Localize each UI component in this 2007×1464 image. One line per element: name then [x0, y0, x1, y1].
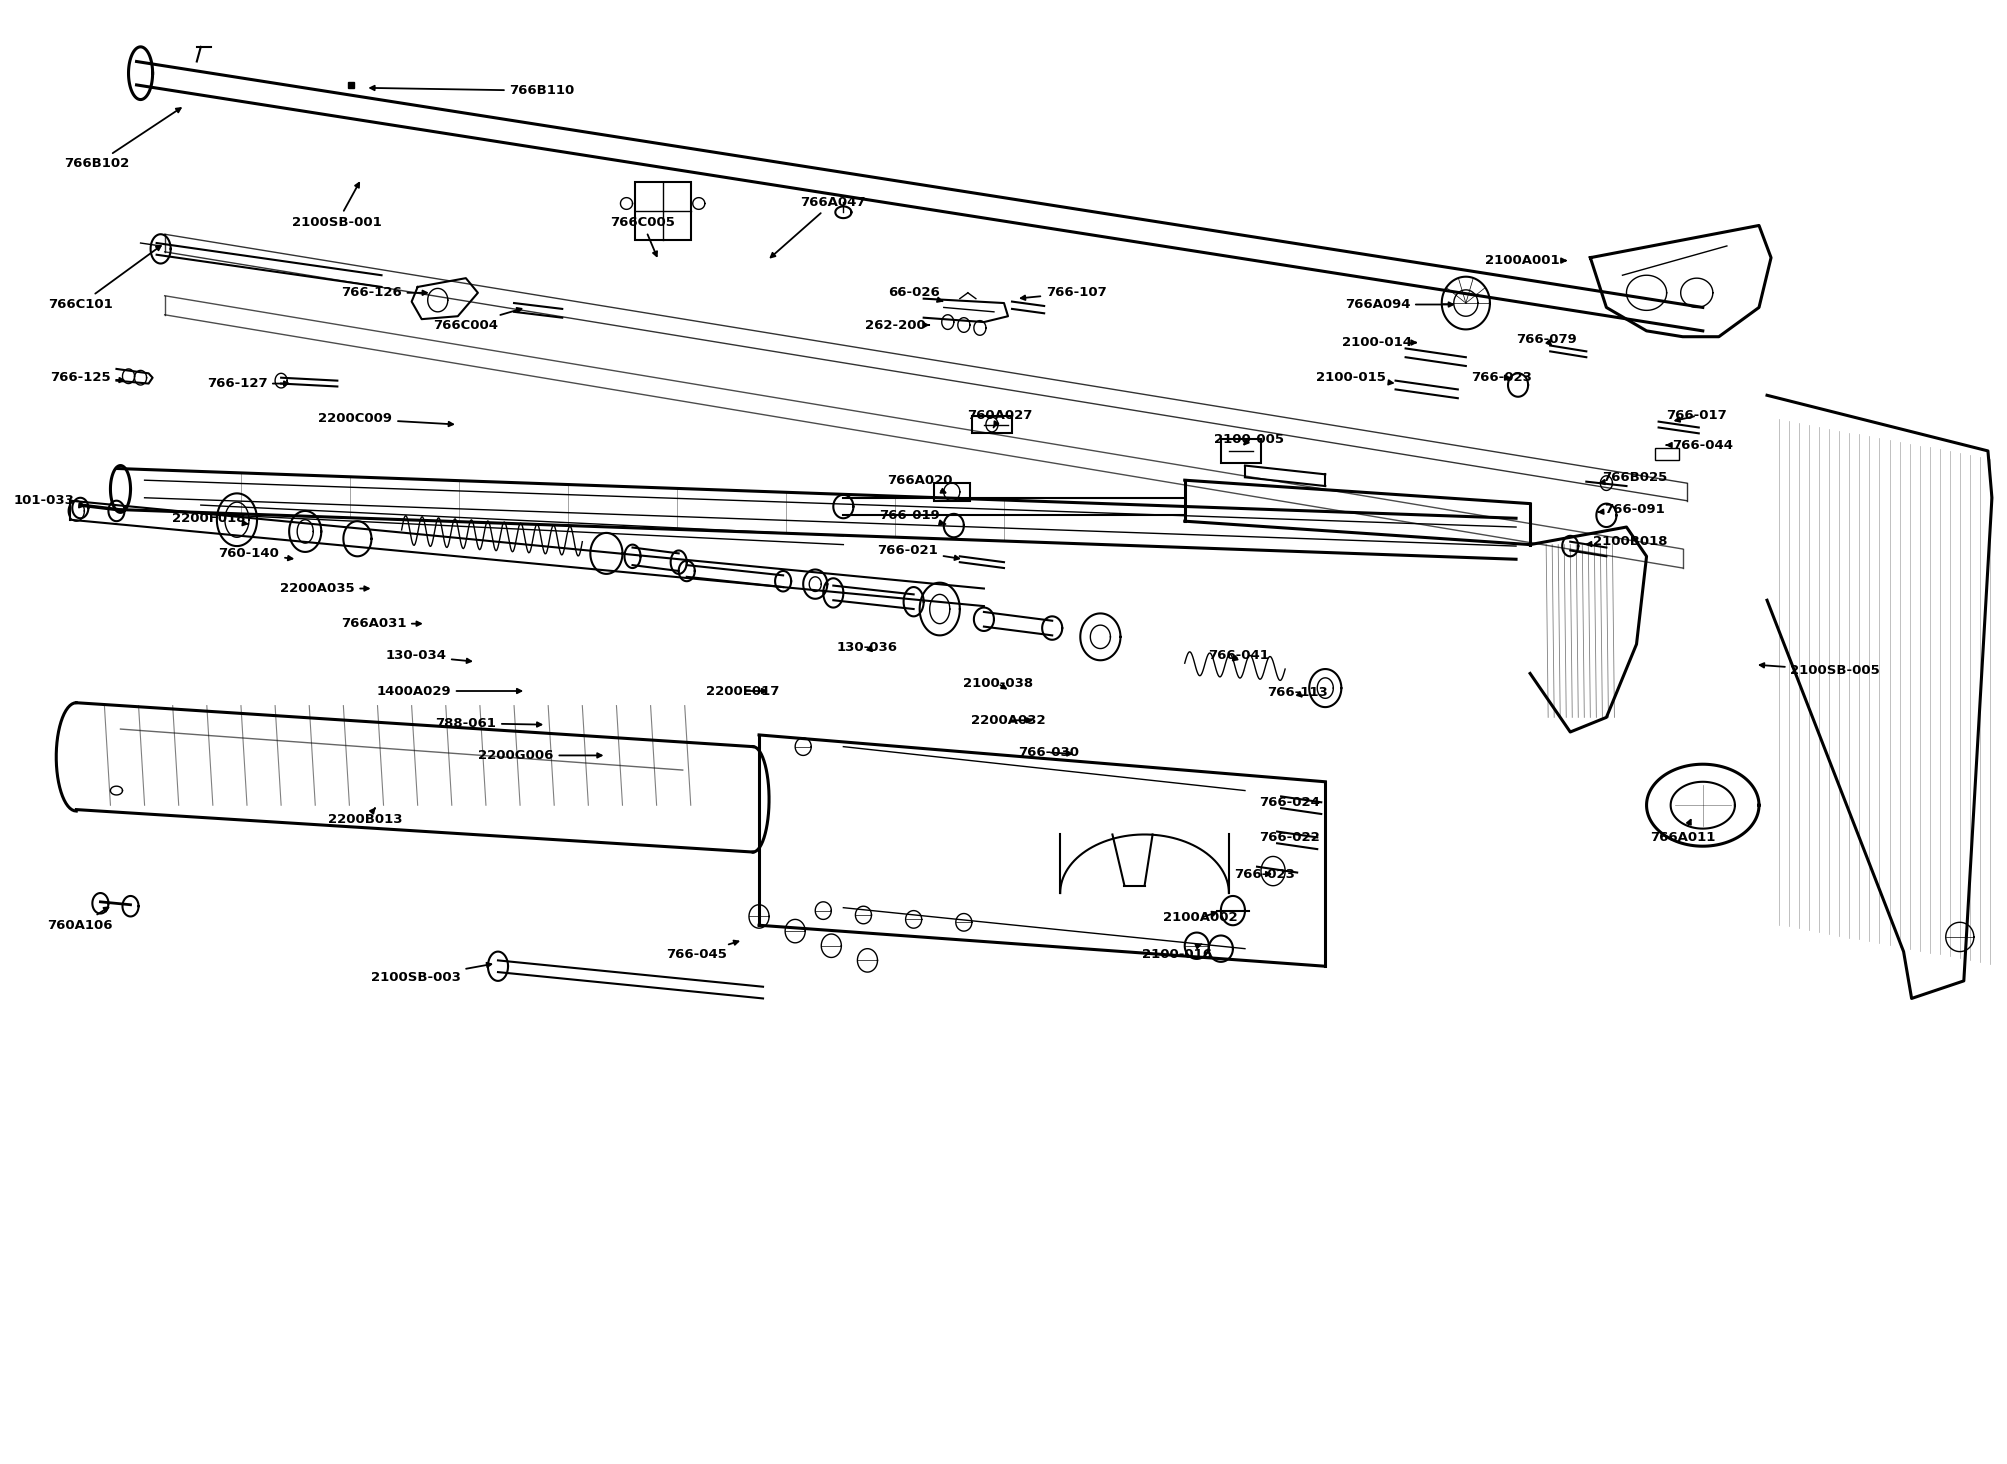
Text: 766-023: 766-023	[1471, 372, 1531, 384]
Text: 766-045: 766-045	[666, 940, 739, 960]
Text: 766-017: 766-017	[1666, 410, 1726, 422]
Text: 2200A032: 2200A032	[969, 714, 1046, 726]
Text: 66-026: 66-026	[887, 287, 941, 302]
Bar	[1220, 439, 1260, 463]
Text: 766C004: 766C004	[434, 307, 522, 331]
Text: 766A011: 766A011	[1650, 820, 1714, 843]
Text: 766-019: 766-019	[879, 509, 945, 524]
Text: 760A027: 760A027	[967, 410, 1032, 427]
Text: 2200G006: 2200G006	[478, 750, 602, 761]
Text: 766-091: 766-091	[1598, 504, 1664, 515]
Text: 766-022: 766-022	[1258, 832, 1319, 843]
Text: 760-140: 760-140	[219, 548, 293, 561]
Bar	[971, 416, 1012, 433]
Text: 2100SB-001: 2100SB-001	[293, 183, 381, 228]
Text: 766A020: 766A020	[887, 474, 951, 493]
Text: 766A031: 766A031	[341, 618, 421, 630]
Text: 766-107: 766-107	[1020, 287, 1106, 300]
Text: 101-033: 101-033	[14, 495, 84, 508]
Text: 766C005: 766C005	[610, 217, 674, 256]
Text: 2200A035: 2200A035	[279, 583, 369, 594]
Text: 766-030: 766-030	[1018, 747, 1078, 758]
Text: 1400A029: 1400A029	[375, 685, 522, 697]
Text: 2100-015: 2100-015	[1317, 372, 1393, 385]
Text: 2200C009: 2200C009	[319, 413, 454, 426]
Text: 760A106: 760A106	[48, 908, 112, 931]
Text: 2100SB-005: 2100SB-005	[1758, 663, 1879, 676]
Text: 766B110: 766B110	[369, 85, 574, 97]
Text: 788-061: 788-061	[436, 717, 542, 729]
Text: 766-125: 766-125	[50, 372, 124, 384]
Text: 2100SB-003: 2100SB-003	[371, 963, 492, 984]
Text: 2100-005: 2100-005	[1214, 433, 1282, 445]
Text: 766-023: 766-023	[1234, 868, 1295, 880]
Bar	[1654, 448, 1678, 460]
Text: 766A047: 766A047	[771, 196, 865, 258]
Bar	[933, 483, 969, 501]
Text: 2100-016: 2100-016	[1142, 944, 1210, 960]
Text: 766C101: 766C101	[48, 246, 161, 310]
Text: 2100B018: 2100B018	[1586, 536, 1668, 548]
Text: 2200E017: 2200E017	[706, 685, 779, 697]
Text: 2200F018: 2200F018	[173, 512, 249, 526]
Text: 130-036: 130-036	[837, 641, 897, 653]
Text: 766-044: 766-044	[1666, 439, 1732, 451]
Text: 766B102: 766B102	[64, 108, 181, 170]
Text: 2200B013: 2200B013	[327, 808, 403, 826]
Text: 766-021: 766-021	[877, 545, 959, 561]
Text: 2100A002: 2100A002	[1162, 912, 1238, 924]
Text: 766A094: 766A094	[1345, 299, 1453, 310]
Text: 2100-014: 2100-014	[1343, 337, 1415, 348]
Text: 2100-038: 2100-038	[963, 678, 1032, 690]
Text: 262-200: 262-200	[865, 319, 929, 331]
Text: 766-041: 766-041	[1208, 650, 1268, 662]
Text: 2100A001: 2100A001	[1483, 255, 1565, 266]
Text: 766-024: 766-024	[1258, 796, 1319, 808]
Text: 130-034: 130-034	[385, 650, 472, 663]
Text: 766B025: 766B025	[1598, 471, 1666, 485]
Text: 766-079: 766-079	[1515, 334, 1575, 346]
Text: 766-126: 766-126	[341, 287, 427, 299]
Text: 766-113: 766-113	[1266, 687, 1327, 698]
Bar	[634, 182, 690, 240]
Text: 766-127: 766-127	[207, 378, 289, 389]
